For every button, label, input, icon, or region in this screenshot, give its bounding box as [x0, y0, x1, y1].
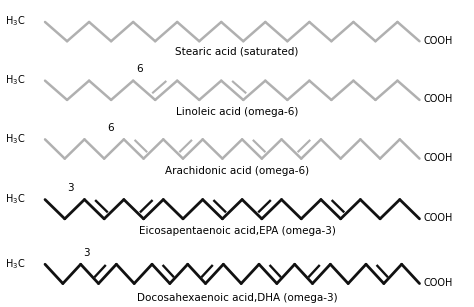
Text: Arachidonic acid (omega-6): Arachidonic acid (omega-6): [165, 166, 309, 176]
Text: 6: 6: [107, 123, 113, 133]
Text: H$_3$C: H$_3$C: [5, 257, 25, 270]
Text: 3: 3: [83, 248, 90, 258]
Text: Linoleic acid (omega-6): Linoleic acid (omega-6): [176, 107, 298, 117]
Text: COOH: COOH: [423, 153, 453, 163]
Text: 6: 6: [137, 64, 143, 74]
Text: Eicosapentaenoic acid,EPA (omega-3): Eicosapentaenoic acid,EPA (omega-3): [138, 226, 336, 236]
Text: Stearic acid (saturated): Stearic acid (saturated): [175, 47, 299, 57]
Text: H$_3$C: H$_3$C: [5, 14, 25, 28]
Text: 3: 3: [67, 183, 74, 193]
Text: COOH: COOH: [423, 94, 453, 104]
Text: H$_3$C: H$_3$C: [5, 73, 25, 87]
Text: H$_3$C: H$_3$C: [5, 192, 25, 206]
Text: COOH: COOH: [423, 36, 453, 46]
Text: Docosahexaenoic acid,DHA (omega-3): Docosahexaenoic acid,DHA (omega-3): [137, 293, 337, 303]
Text: H$_3$C: H$_3$C: [5, 132, 25, 146]
Text: COOH: COOH: [423, 213, 453, 223]
Text: COOH: COOH: [423, 278, 453, 288]
